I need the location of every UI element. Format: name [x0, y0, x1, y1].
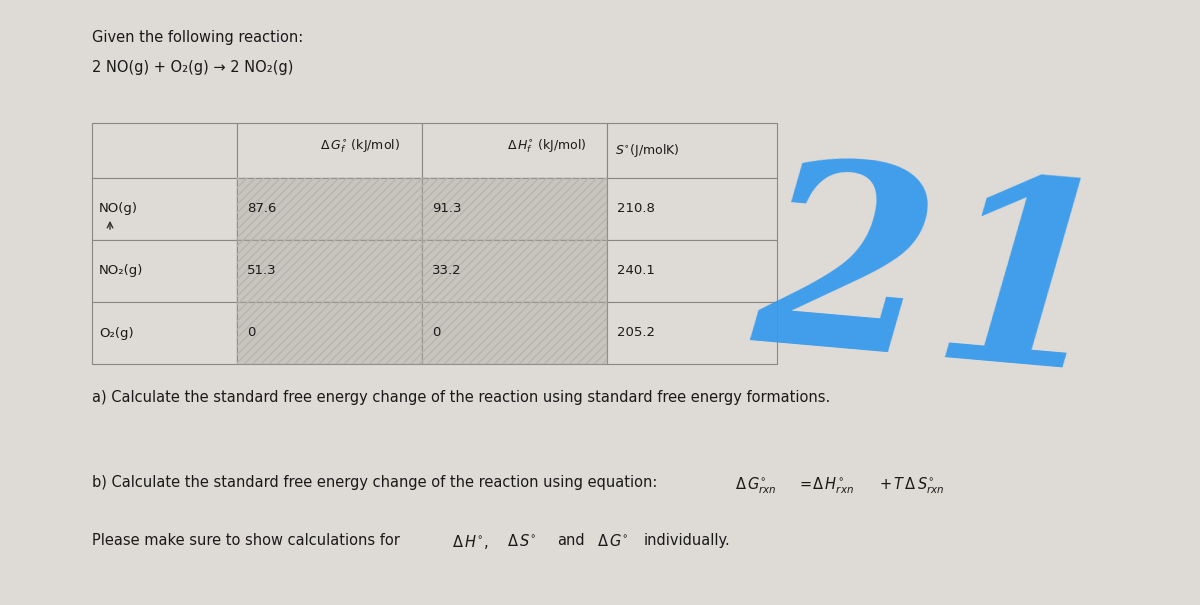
- Text: $\Delta\,H_f^{\circ}$ (kJ/mol): $\Delta\,H_f^{\circ}$ (kJ/mol): [506, 138, 587, 155]
- Bar: [92, 178, 238, 240]
- Text: 21: 21: [746, 145, 1124, 425]
- Bar: [238, 178, 422, 240]
- Bar: [238, 178, 422, 240]
- Text: Please make sure to show calculations for: Please make sure to show calculations fo…: [92, 533, 400, 548]
- Bar: [92, 302, 238, 364]
- Text: NO₂(g): NO₂(g): [98, 264, 143, 278]
- Bar: [92, 123, 238, 178]
- Text: $\Delta\,G^{\circ}$: $\Delta\,G^{\circ}$: [598, 533, 629, 549]
- Bar: [422, 302, 607, 364]
- Text: 91.3: 91.3: [432, 203, 462, 215]
- Text: 87.6: 87.6: [247, 203, 276, 215]
- Bar: [422, 178, 607, 240]
- Text: O₂(g): O₂(g): [98, 327, 133, 339]
- Bar: [607, 302, 778, 364]
- Bar: [238, 302, 422, 364]
- Text: 0: 0: [247, 327, 256, 339]
- Text: $=\!\Delta\,H^{\circ}_{rxn}$: $=\!\Delta\,H^{\circ}_{rxn}$: [797, 475, 854, 495]
- Text: b) Calculate the standard free energy change of the reaction using equation:: b) Calculate the standard free energy ch…: [92, 475, 658, 490]
- Bar: [422, 240, 607, 302]
- Bar: [422, 302, 607, 364]
- Bar: [422, 123, 607, 178]
- Bar: [422, 178, 607, 240]
- Text: $\Delta\,G^{\circ}_{rxn}$: $\Delta\,G^{\circ}_{rxn}$: [734, 475, 776, 495]
- Text: $\Delta\,S^{\circ}$: $\Delta\,S^{\circ}$: [506, 533, 536, 549]
- Text: and: and: [557, 533, 584, 548]
- Text: $\Delta\,G_f^{\circ}$ (kJ/mol): $\Delta\,G_f^{\circ}$ (kJ/mol): [319, 138, 400, 155]
- Bar: [607, 123, 778, 178]
- Bar: [422, 240, 607, 302]
- Text: 0: 0: [432, 327, 440, 339]
- Text: 240.1: 240.1: [617, 264, 655, 278]
- Text: $\Delta\,H^{\circ},$: $\Delta\,H^{\circ},$: [452, 533, 488, 551]
- Text: 51.3: 51.3: [247, 264, 277, 278]
- Text: $S^{\circ}$(J/molK): $S^{\circ}$(J/molK): [616, 142, 679, 159]
- Bar: [238, 123, 422, 178]
- Text: a) Calculate the standard free energy change of the reaction using standard free: a) Calculate the standard free energy ch…: [92, 390, 830, 405]
- Bar: [92, 240, 238, 302]
- Text: 210.8: 210.8: [617, 203, 655, 215]
- Bar: [238, 240, 422, 302]
- Bar: [607, 240, 778, 302]
- Text: $+\,T\,\Delta\,S^{\circ}_{rxn}$: $+\,T\,\Delta\,S^{\circ}_{rxn}$: [878, 475, 944, 495]
- Text: 2 NO(g) + O₂(g) → 2 NO₂(g): 2 NO(g) + O₂(g) → 2 NO₂(g): [92, 60, 293, 75]
- Bar: [238, 302, 422, 364]
- Text: 33.2: 33.2: [432, 264, 462, 278]
- Text: individually.: individually.: [644, 533, 731, 548]
- Text: Given the following reaction:: Given the following reaction:: [92, 30, 304, 45]
- Text: 205.2: 205.2: [617, 327, 655, 339]
- Text: NO(g): NO(g): [98, 203, 138, 215]
- Bar: [607, 178, 778, 240]
- Bar: [238, 240, 422, 302]
